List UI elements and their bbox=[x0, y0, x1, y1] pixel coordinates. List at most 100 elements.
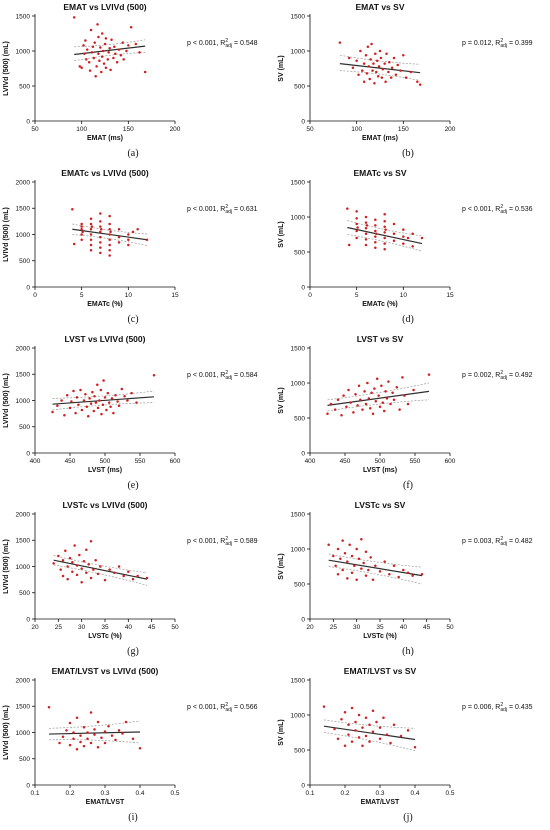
y-tick-label: 0 bbox=[301, 782, 305, 789]
data-point bbox=[383, 242, 386, 245]
data-point bbox=[93, 728, 96, 731]
data-point bbox=[94, 401, 98, 404]
data-point bbox=[86, 731, 89, 734]
data-point bbox=[374, 229, 377, 233]
y-tick-label: 1500 bbox=[291, 511, 306, 518]
data-point bbox=[365, 224, 369, 227]
data-point bbox=[383, 62, 386, 65]
stat-value: = 0.492 bbox=[507, 372, 533, 379]
y-tick-label: 1500 bbox=[291, 13, 306, 20]
y-tick-label: 500 bbox=[19, 756, 30, 763]
data-point bbox=[104, 66, 108, 70]
data-point bbox=[72, 731, 75, 734]
data-point bbox=[75, 573, 79, 577]
data-point bbox=[126, 399, 129, 402]
x-tick-label: 0.5 bbox=[170, 790, 179, 797]
data-point bbox=[369, 58, 372, 61]
data-point bbox=[138, 747, 142, 750]
panel-caption: (f) bbox=[403, 480, 413, 491]
data-point bbox=[360, 567, 363, 570]
data-point bbox=[100, 70, 103, 74]
data-point bbox=[390, 66, 394, 70]
data-point bbox=[80, 222, 83, 226]
y-axis-label: SV (mL) bbox=[278, 221, 285, 247]
data-point bbox=[103, 396, 107, 399]
y-axis-label: LVIVd (500) (mL) bbox=[3, 207, 10, 262]
data-point bbox=[131, 577, 135, 581]
data-point bbox=[103, 42, 107, 46]
stat-sub: adj bbox=[225, 209, 232, 215]
y-tick-label: 2000 bbox=[16, 179, 31, 186]
data-point bbox=[100, 55, 104, 58]
data-point bbox=[402, 235, 405, 238]
data-point bbox=[357, 557, 361, 561]
data-point bbox=[60, 399, 63, 402]
data-point bbox=[84, 392, 87, 396]
data-point bbox=[392, 564, 396, 568]
stat-p: p < 0.001, R bbox=[187, 206, 225, 213]
data-point bbox=[86, 415, 90, 418]
data-point bbox=[374, 399, 378, 403]
data-point bbox=[384, 390, 387, 393]
x-tick-label: 0 bbox=[308, 292, 312, 299]
data-point bbox=[108, 254, 111, 257]
data-point bbox=[349, 401, 352, 404]
data-point bbox=[367, 397, 371, 400]
data-point bbox=[346, 207, 349, 210]
y-tick-label: 1000 bbox=[291, 48, 306, 55]
data-point bbox=[403, 394, 406, 397]
data-point bbox=[102, 379, 105, 382]
x-tick-label: 200 bbox=[445, 126, 456, 133]
x-tick-label: 35 bbox=[101, 624, 109, 631]
data-point bbox=[64, 549, 67, 552]
data-point bbox=[395, 385, 399, 389]
data-point bbox=[72, 737, 75, 741]
data-point bbox=[364, 232, 368, 236]
data-point bbox=[362, 62, 366, 65]
data-point bbox=[373, 81, 376, 85]
data-point bbox=[100, 736, 103, 739]
data-point bbox=[89, 222, 93, 226]
stat-annotation: p < 0.001, R2 adj = 0.536 bbox=[462, 204, 533, 215]
x-tick-label: 0.1 bbox=[30, 790, 39, 797]
data-point bbox=[380, 384, 383, 388]
x-axis-label: EMAT (ms) bbox=[362, 135, 398, 142]
data-point bbox=[409, 70, 413, 74]
data-point bbox=[138, 51, 141, 54]
data-point bbox=[96, 383, 99, 386]
data-point bbox=[75, 716, 79, 720]
data-point bbox=[371, 730, 375, 734]
data-point bbox=[94, 74, 97, 78]
data-point bbox=[368, 723, 371, 727]
ci-upper-line bbox=[72, 223, 148, 235]
x-tick-label: 500 bbox=[375, 458, 386, 465]
data-point bbox=[68, 721, 72, 725]
data-point bbox=[92, 56, 96, 60]
data-point bbox=[368, 740, 371, 743]
data-point bbox=[376, 74, 380, 78]
data-point bbox=[103, 578, 107, 582]
data-point bbox=[378, 405, 382, 409]
ci-lower-line bbox=[53, 564, 148, 586]
chart-title: LVST vs LVIVd (500) bbox=[65, 334, 146, 344]
x-tick-label: 0.5 bbox=[445, 790, 454, 797]
x-tick-label: 200 bbox=[170, 126, 181, 133]
panel-caption: (e) bbox=[127, 480, 138, 491]
data-point bbox=[336, 572, 340, 576]
ci-upper-line bbox=[347, 220, 423, 237]
y-tick-label: 0 bbox=[26, 450, 30, 457]
data-point bbox=[381, 401, 385, 404]
data-point bbox=[392, 222, 396, 226]
y-tick-label: 2000 bbox=[16, 345, 31, 352]
stat-p: p < 0.001, R bbox=[187, 372, 225, 379]
data-point bbox=[350, 740, 354, 743]
data-point bbox=[336, 398, 340, 402]
chart-svg-i: EMAT/LVST vs LVIVd (500) 0 500 1000 1500 2000… bbox=[3, 666, 258, 823]
data-point bbox=[99, 388, 103, 392]
ci-upper-line bbox=[327, 382, 430, 401]
regression-line bbox=[52, 396, 155, 405]
y-tick-label: 1000 bbox=[16, 232, 31, 239]
stat-sup: 2 bbox=[500, 702, 503, 708]
y-tick-label: 1500 bbox=[16, 206, 31, 213]
data-point bbox=[99, 230, 102, 234]
